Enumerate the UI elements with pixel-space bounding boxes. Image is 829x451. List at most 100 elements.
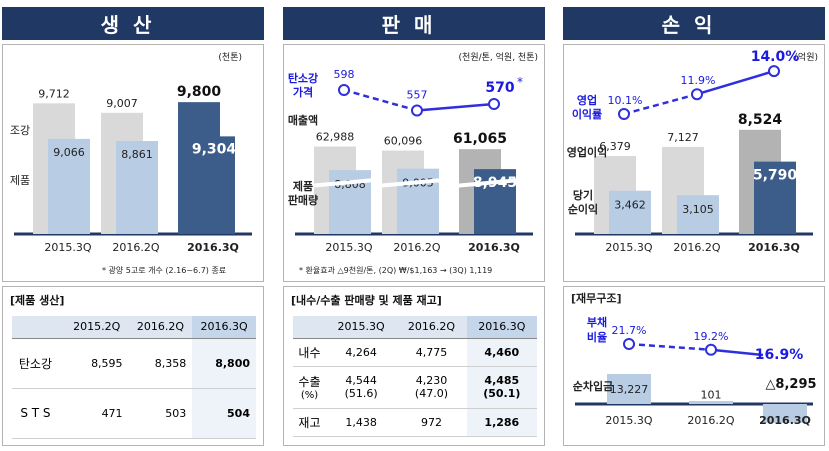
production-product-label: 8,861: [121, 148, 153, 161]
production-product-bar: [193, 136, 235, 234]
sales-price-line: [416, 102, 495, 112]
sales-price-line: [343, 88, 418, 112]
profit-op-label: 7,127: [667, 131, 699, 144]
profit-margin-line: [623, 92, 698, 116]
production-product-label: 9,066: [53, 146, 85, 159]
table-cell-line: (47.0): [414, 387, 448, 400]
profit-margin-value: 11.9%: [681, 74, 716, 87]
table-cell: S T S: [12, 388, 65, 439]
sales-category: 2016.2Q: [393, 241, 440, 254]
debt-ratio-value: 21.7%: [612, 324, 647, 337]
debt-ratio-value: 19.2%: [694, 330, 729, 343]
table-cell: 4,485 (50.1): [466, 366, 537, 409]
sales-price-point: [488, 98, 500, 110]
production-header: 생산: [2, 7, 264, 40]
profit-header: 손익: [563, 7, 825, 40]
sales-note: * 환율효과 △9천원/톤, (2Q) ₩/$1,163 → (3Q) 1,11…: [299, 265, 492, 275]
profit-margin-point: [768, 65, 780, 78]
debt-ratio-title-2: 비율: [587, 330, 607, 344]
table-cell: 8,595: [64, 338, 129, 389]
production-table: 2015.2Q 2016.2Q 2016.3Q 탄소강 8,595 8,358 8,800 S…: [12, 316, 256, 439]
sales-table: 2015.3Q 2016.2Q 2016.3Q 내수 4,264 4,775 4,460 수출…: [293, 316, 537, 437]
table-cell-line: (51.6): [344, 387, 378, 400]
net-borrow-label: 101: [701, 389, 722, 402]
financial-category: 2016.3Q: [759, 414, 811, 427]
sales-price-value: 598: [334, 68, 355, 81]
production-crude-label: 9,712: [38, 87, 70, 100]
table-cell: 수출 (%): [293, 366, 326, 409]
table-header-cell: 2016.2Q: [396, 316, 467, 339]
profit-category: 2015.3Q: [605, 241, 652, 254]
profit-margin-title-2: 이익률: [572, 107, 602, 121]
sales-category: 2016.3Q: [468, 241, 520, 254]
sales-axis-break: [453, 178, 521, 188]
table-cell: 504: [192, 388, 256, 439]
production-category: 2015.3Q: [44, 241, 91, 254]
table-cell-line: 수출: [298, 375, 321, 389]
sales-volume-name-1: 제품: [293, 179, 313, 193]
debt-ratio-value: 16.9%: [755, 347, 804, 363]
sales-price-mark: *: [517, 75, 523, 89]
debt-ratio-line: [710, 348, 764, 357]
table-cell: 8,358: [128, 338, 193, 389]
sales-revenue-label: 62,988: [316, 131, 355, 144]
profit-net-label: 5,790: [753, 168, 798, 184]
table-cell-line: 4,544: [345, 374, 377, 387]
table-cell: 1,286: [466, 408, 537, 437]
production-product-name: 제품: [10, 174, 30, 187]
profit-margin-point: [691, 88, 703, 101]
sales-price-value: 557: [407, 89, 428, 102]
table-cell: 4,775: [396, 338, 467, 367]
sales-header: 판매: [283, 7, 545, 40]
production-category: 2016.2Q: [112, 241, 159, 254]
production-crude-label: 9,800: [177, 84, 222, 100]
table-row: 탄소강 8,595 8,358 8,800: [12, 338, 256, 389]
net-borrow-bar: [607, 374, 651, 404]
table-cell-line: 4,230: [415, 374, 448, 387]
table-cell: 8,800: [192, 338, 256, 389]
net-borrow-title: 순차입금: [573, 379, 613, 393]
table-cell-line: (50.1): [483, 387, 521, 400]
net-borrow-bar: [763, 404, 807, 423]
profit-op-label: 8,524: [738, 112, 783, 128]
sales-price-point: [411, 104, 423, 117]
table-row: 재고 1,438 972 1,286: [293, 408, 537, 437]
profit-net-label: 3,462: [614, 199, 646, 212]
profit-net-bar: [754, 161, 796, 234]
sales-price-value: 570: [485, 80, 514, 96]
sales-axis-break: [376, 178, 444, 188]
debt-ratio-title-1: 부채: [587, 315, 607, 329]
table-cell: 재고: [293, 408, 326, 437]
table-row: S T S 471 503 504: [12, 388, 256, 439]
profit-op-name: 영업이익: [567, 145, 607, 159]
profit-category: 2016.3Q: [748, 241, 800, 254]
sales-category: 2015.3Q: [325, 241, 372, 254]
sales-price-title-2: 가격: [293, 85, 313, 99]
profit-margin-title-1: 영업: [577, 94, 597, 107]
sales-price-point: [338, 84, 350, 96]
table-cell: 503: [128, 388, 193, 439]
table-cell-line: (%): [300, 390, 319, 401]
profit-margin-point: [618, 108, 630, 120]
production-crude-name: 조강: [10, 124, 30, 137]
profit-unit: (억원): [794, 51, 818, 63]
profit-net-bar: [609, 190, 651, 234]
profit-net-label: 3,105: [682, 203, 714, 216]
table-cell: 972: [396, 408, 467, 437]
profit-net-name-2: 순이익: [568, 202, 598, 216]
table-header-cell: 2016.3Q: [192, 316, 256, 339]
table-cell: 4,264: [325, 338, 397, 367]
profit-op-label: 6,379: [599, 140, 631, 153]
sales-revenue-label: 61,065: [453, 131, 507, 147]
table-cell: 탄소강: [12, 338, 65, 389]
table-header-row: 2015.3Q 2016.2Q 2016.3Q: [293, 316, 537, 339]
net-borrow-label: 13,227: [610, 383, 649, 396]
table-header-cell: 2015.3Q: [325, 316, 397, 339]
debt-ratio-point: [705, 343, 717, 356]
debt-ratio-point: [623, 338, 635, 350]
table-cell: 4,230 (47.0): [396, 366, 467, 409]
profit-net-bar: [677, 195, 719, 234]
table-header-cell: 2015.2Q: [64, 316, 129, 339]
sales-unit: (천원/톤, 억원, 천톤): [459, 51, 538, 63]
debt-ratio-line: [628, 342, 712, 351]
